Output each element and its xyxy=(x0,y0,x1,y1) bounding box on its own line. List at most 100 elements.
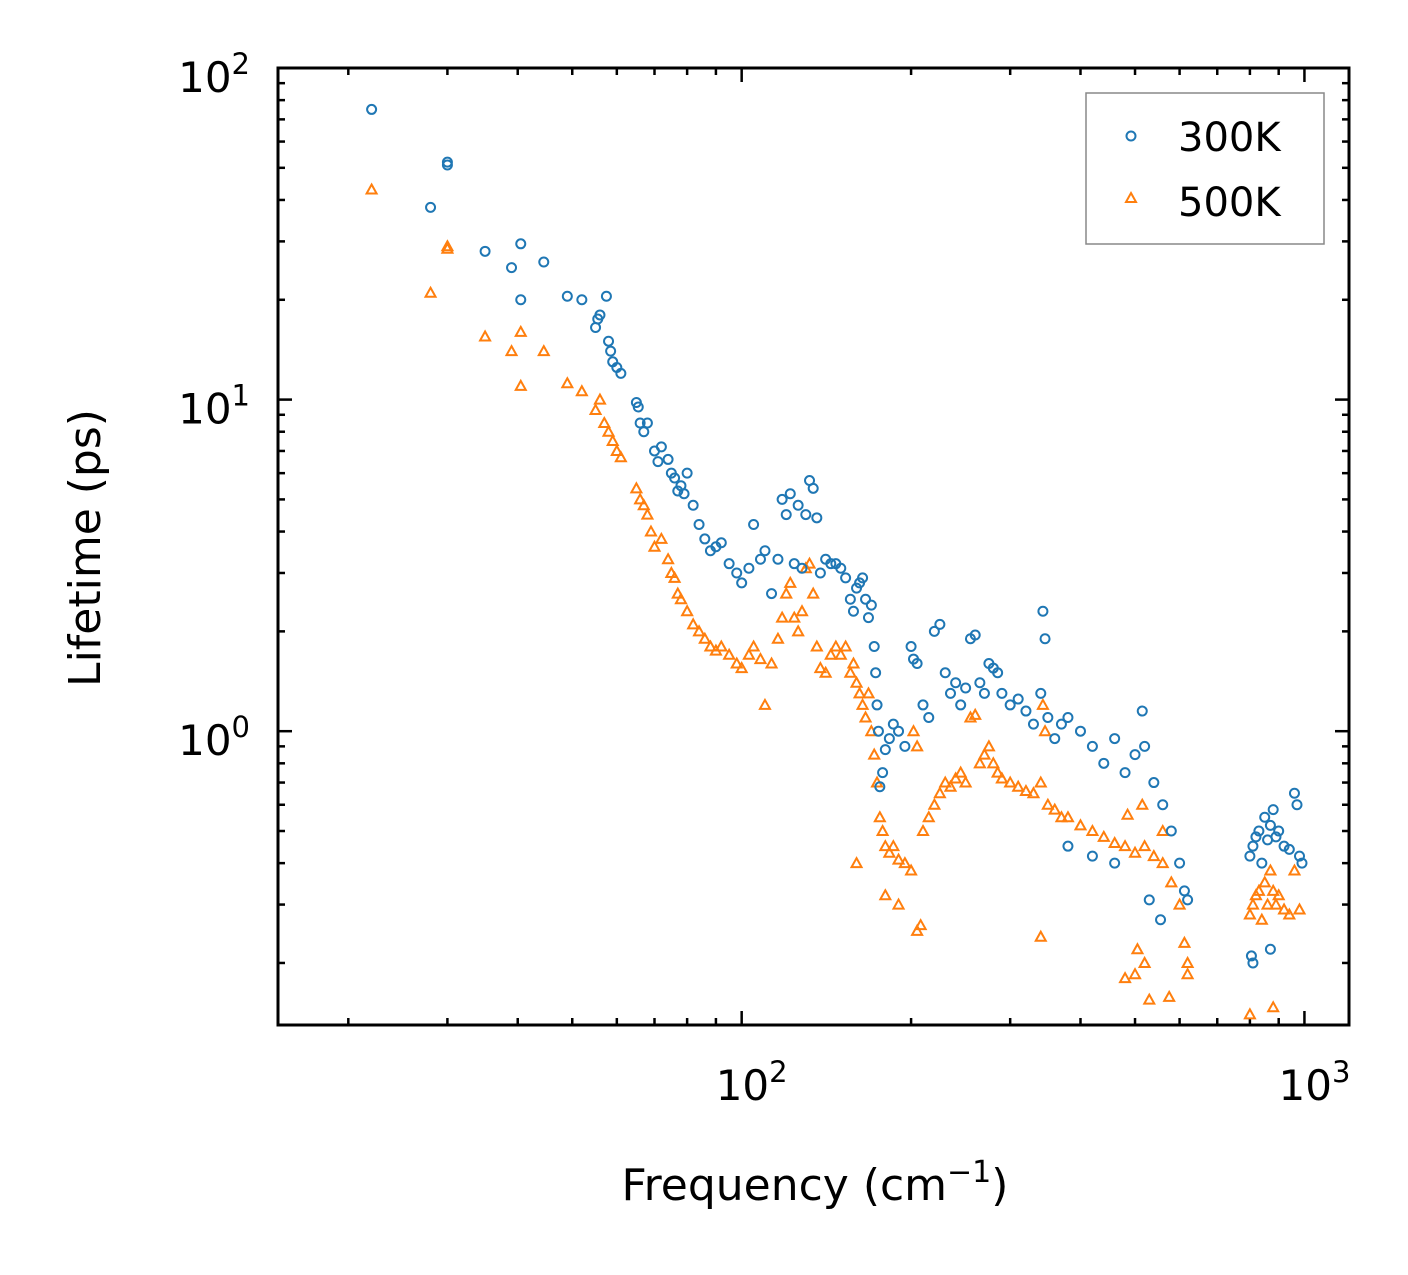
point-300k xyxy=(780,509,792,521)
point-500k xyxy=(771,631,785,644)
point-300k xyxy=(1129,749,1141,761)
point-500k xyxy=(968,707,982,720)
point-300k xyxy=(1291,799,1303,811)
point-300k xyxy=(939,667,951,679)
point-500k xyxy=(1034,775,1048,788)
point-300k xyxy=(1247,840,1259,852)
point-500k xyxy=(795,604,809,617)
point-300k xyxy=(1264,943,1276,955)
point-500k xyxy=(1003,775,1017,788)
point-500k xyxy=(1156,856,1170,869)
point-300k xyxy=(1270,831,1282,843)
point-500k xyxy=(779,586,793,599)
point-300k xyxy=(960,682,972,694)
point-500k xyxy=(1255,912,1269,925)
point-500k xyxy=(1137,839,1152,852)
point-300k xyxy=(1264,819,1276,831)
point-500k xyxy=(886,839,901,852)
point-500k xyxy=(423,285,438,298)
point-300k xyxy=(788,558,800,570)
point-500k xyxy=(913,918,928,931)
point-300k xyxy=(594,309,606,321)
point-500k xyxy=(692,624,706,637)
point-500k xyxy=(1292,902,1307,915)
point-300k xyxy=(731,567,743,579)
point-500k xyxy=(958,775,973,788)
point-300k xyxy=(766,588,778,600)
point-500k xyxy=(674,592,688,605)
point-300k xyxy=(917,699,929,711)
point-300k xyxy=(1157,799,1169,811)
point-500k xyxy=(661,552,675,565)
point-500k xyxy=(1128,845,1142,858)
point-300k xyxy=(600,290,612,302)
point-500k xyxy=(698,631,712,644)
point-300k xyxy=(1143,894,1155,906)
point-500k xyxy=(861,686,876,699)
point-300k xyxy=(1155,914,1167,926)
point-500k xyxy=(783,575,797,588)
data-points xyxy=(364,103,1308,1020)
point-300k xyxy=(538,256,550,268)
point-300k xyxy=(1035,687,1047,699)
point-300k xyxy=(807,482,819,494)
point-300k xyxy=(860,593,872,605)
point-500k xyxy=(1266,1000,1280,1013)
point-500k xyxy=(953,765,968,778)
point-300k xyxy=(814,567,826,579)
point-500k xyxy=(1156,823,1170,837)
point-500k xyxy=(575,384,589,397)
point-500k xyxy=(1034,929,1048,942)
point-300k xyxy=(796,562,808,574)
point-300k xyxy=(1109,733,1121,745)
point-500k xyxy=(637,498,651,511)
point-500k xyxy=(818,665,833,678)
y-tick-label: 100 xyxy=(178,710,250,765)
point-500k xyxy=(973,756,987,769)
point-300k xyxy=(1245,950,1257,962)
point-500k xyxy=(787,610,801,623)
point-300k xyxy=(1020,705,1032,717)
point-500k xyxy=(938,775,952,788)
point-500k xyxy=(680,604,694,617)
point-300k xyxy=(844,593,856,605)
point-500k xyxy=(601,424,616,437)
point-300k xyxy=(870,667,882,679)
point-300k xyxy=(506,262,518,274)
point-300k xyxy=(1086,850,1098,862)
point-300k xyxy=(743,562,755,574)
point-300k xyxy=(868,641,880,653)
point-300k xyxy=(996,687,1008,699)
point-500k xyxy=(904,863,918,876)
point-300k xyxy=(715,537,727,549)
point-500k xyxy=(1269,897,1283,910)
y-tick-label: 101 xyxy=(178,379,250,434)
point-300k xyxy=(641,417,653,429)
point-500k xyxy=(1128,967,1142,980)
point-300k xyxy=(1244,850,1256,862)
point-500k xyxy=(834,647,848,660)
point-500k xyxy=(891,897,906,910)
tick-labels: 102 103 100 101 102 xyxy=(178,47,1350,1110)
point-300k xyxy=(1253,825,1265,837)
point-300k xyxy=(883,733,895,745)
point-500k xyxy=(802,556,817,569)
point-500k xyxy=(504,344,519,357)
point-500k xyxy=(614,450,628,463)
point-500k xyxy=(1038,724,1052,737)
point-500k xyxy=(1260,897,1275,910)
point-500k xyxy=(813,661,828,674)
point-500k xyxy=(933,786,947,799)
point-300k xyxy=(576,294,588,306)
point-500k xyxy=(852,686,867,699)
point-300k xyxy=(687,499,699,511)
plot-frame xyxy=(276,66,1351,1027)
point-300k xyxy=(678,488,690,500)
point-500k xyxy=(764,656,779,669)
point-300k xyxy=(672,485,684,497)
point-500k xyxy=(1120,807,1135,820)
point-300k xyxy=(1062,840,1074,852)
point-500k xyxy=(882,845,897,858)
point-500k xyxy=(1107,835,1122,849)
